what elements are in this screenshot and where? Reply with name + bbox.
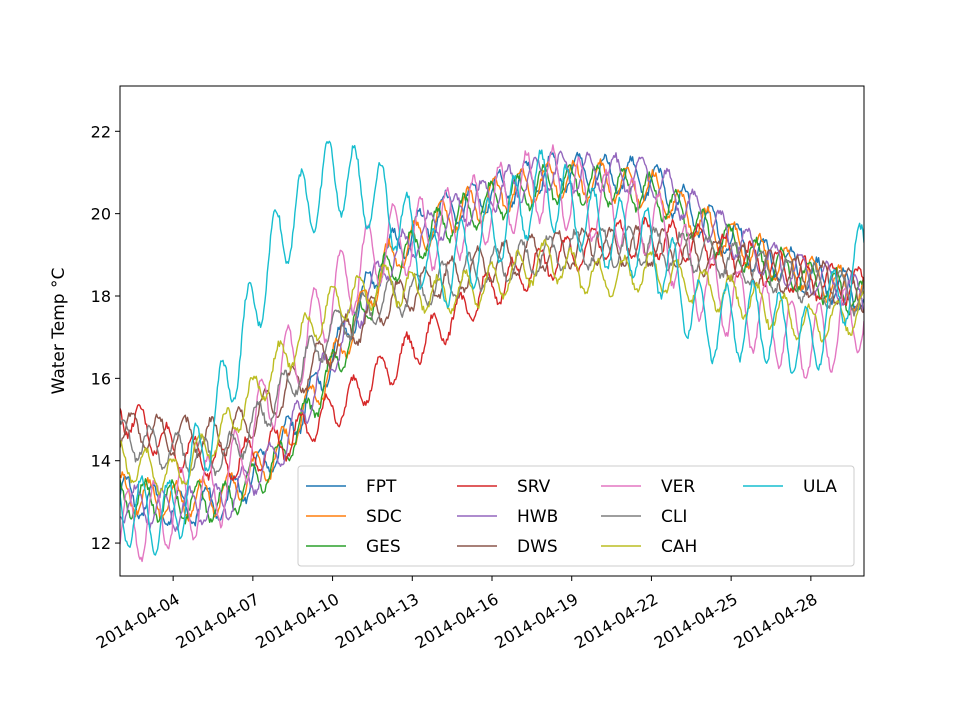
series-line-ges [120,163,864,525]
legend-label-cli: CLI [661,507,687,527]
y-tick-label: 12 [91,534,111,553]
legend-frame [297,465,855,567]
series-line-hwb [120,150,864,532]
y-tick-label: 20 [91,205,111,224]
series-line-fpt [120,151,864,527]
y-tick-label: 22 [91,122,111,141]
legend-label-sdc: SDC [366,507,402,527]
series-line-cli [120,225,864,477]
legend-label-dws: DWS [517,537,558,557]
series-line-cah [120,238,864,496]
series-layer [120,140,864,563]
series-line-dws [120,224,864,459]
legend-label-srv: SRV [517,477,551,497]
y-axis-label: Water Temp °C [49,268,69,395]
legend-label-cah: CAH [661,537,697,557]
legend: FPT SDC GES SRV HWB DWS VER CLI CAH ULA [297,465,855,567]
series-line-ver [120,144,864,563]
y-tick-label: 18 [91,287,111,306]
legend-label-hwb: HWB [517,507,558,527]
series-line-ula [120,140,864,556]
y-tick-label: 16 [91,369,111,388]
y-tick-label: 14 [91,452,111,471]
legend-label-fpt: FPT [366,477,397,497]
y-axis: 12 14 16 18 20 22 [91,122,120,553]
legend-label-ver: VER [661,477,695,497]
legend-label-ges: GES [366,537,401,557]
legend-label-ula: ULA [803,477,837,497]
